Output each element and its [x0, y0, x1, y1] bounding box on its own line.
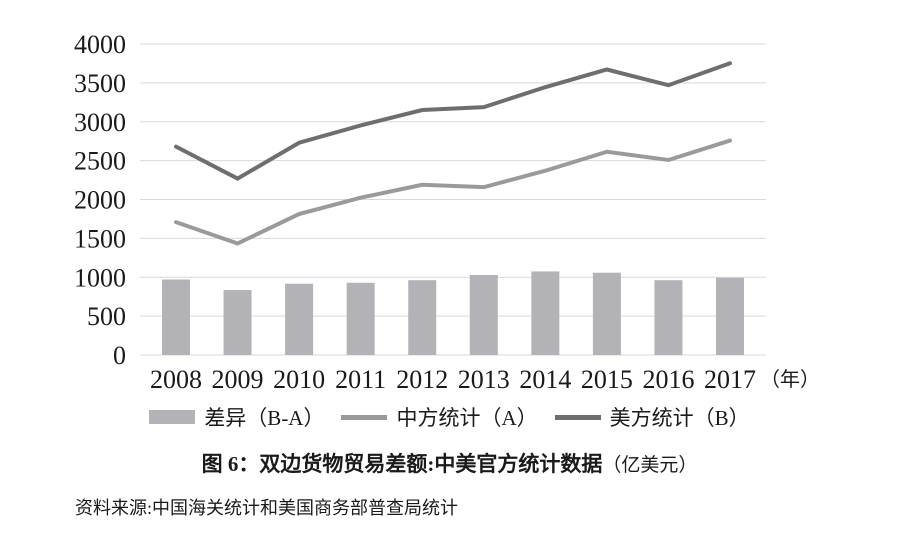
- caption-unit: （亿美元）: [602, 455, 698, 476]
- legend-item-china-stats: 中方统计（A）: [341, 402, 538, 432]
- svg-text:1000: 1000: [74, 263, 126, 292]
- trade-balance-combo-chart: 0 500 1000 1500 2000 2500 3000 3500 4000 2008 2009…: [74, 30, 820, 394]
- svg-text:3000: 3000: [74, 108, 126, 137]
- svg-text:2016: 2016: [642, 365, 694, 394]
- svg-text:2015: 2015: [581, 365, 633, 394]
- svg-text:2010: 2010: [273, 365, 325, 394]
- svg-text:2013: 2013: [458, 365, 510, 394]
- legend-label-us-stats: 美方统计（B）: [609, 406, 750, 430]
- legend-item-us-stats: 美方统计（B）: [554, 402, 750, 432]
- svg-text:2011: 2011: [335, 365, 386, 394]
- svg-text:2009: 2009: [212, 365, 264, 394]
- svg-text:3500: 3500: [74, 69, 126, 98]
- line-swatch-icon: [554, 414, 601, 420]
- svg-text:2012: 2012: [396, 365, 448, 394]
- svg-text:1500: 1500: [74, 224, 126, 253]
- legend-item-difference: 差异（B-A）: [149, 402, 324, 432]
- svg-text:0: 0: [113, 341, 126, 370]
- svg-text:2500: 2500: [74, 147, 126, 176]
- svg-text:（年）: （年）: [760, 368, 820, 391]
- bar-swatch-icon: [149, 410, 196, 424]
- chart-legend: 差异（B-A） 中方统计（A） 美方统计（B）: [0, 401, 899, 433]
- legend-label-difference: 差异（B-A）: [204, 406, 325, 430]
- svg-text:2017: 2017: [704, 365, 756, 394]
- line-swatch-icon: [341, 414, 388, 420]
- svg-text:2000: 2000: [74, 186, 126, 215]
- svg-text:4000: 4000: [74, 30, 126, 59]
- svg-text:2008: 2008: [150, 365, 202, 394]
- legend-label-china-stats: 中方统计（A）: [396, 406, 538, 430]
- svg-text:2014: 2014: [519, 365, 571, 394]
- caption-title: 图 6：双边货物贸易差额:中美官方统计数据: [201, 452, 603, 476]
- figure-caption: 图 6：双边货物贸易差额:中美官方统计数据（亿美元）: [0, 450, 899, 479]
- source-note: 资料来源:中国海关统计和美国商务部普查局统计: [75, 498, 458, 518]
- svg-text:500: 500: [87, 302, 126, 331]
